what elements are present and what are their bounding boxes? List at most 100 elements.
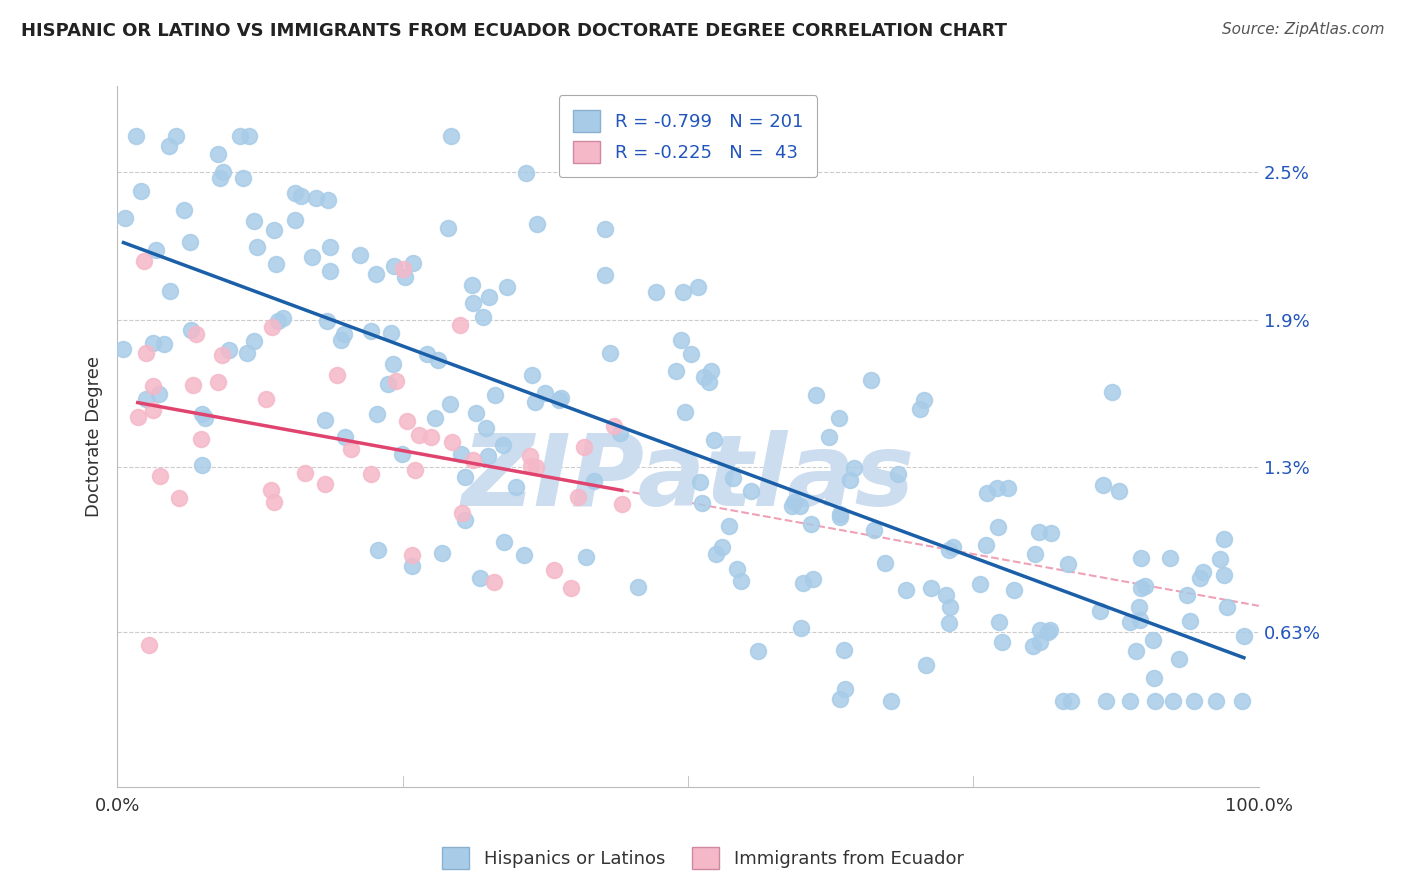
Point — [526, 217, 548, 231]
Point — [595, 268, 617, 282]
Point — [828, 410, 851, 425]
Point — [1101, 384, 1123, 399]
Point — [1029, 635, 1052, 649]
Point — [229, 128, 252, 143]
Point — [693, 370, 716, 384]
Point — [319, 264, 342, 278]
Point — [148, 386, 170, 401]
Point — [290, 188, 312, 202]
Point — [533, 385, 555, 400]
Point — [832, 643, 855, 657]
Point — [627, 580, 650, 594]
Point — [1213, 532, 1236, 546]
Point — [394, 270, 416, 285]
Point — [681, 347, 703, 361]
Point — [1215, 600, 1237, 615]
Point — [450, 447, 472, 461]
Point — [245, 240, 267, 254]
Point — [364, 267, 387, 281]
Point — [894, 582, 917, 597]
Point — [1091, 478, 1114, 492]
Point — [454, 469, 477, 483]
Point — [1205, 694, 1227, 708]
Point — [260, 319, 283, 334]
Point — [360, 324, 382, 338]
Point — [1159, 550, 1181, 565]
Legend: Hispanics or Latinos, Immigrants from Ecuador: Hispanics or Latinos, Immigrants from Ec… — [433, 838, 973, 879]
Point — [862, 523, 884, 537]
Point — [710, 540, 733, 554]
Point — [986, 481, 1008, 495]
Point — [747, 644, 769, 658]
Point — [987, 519, 1010, 533]
Point — [801, 572, 824, 586]
Point — [942, 540, 965, 554]
Point — [524, 395, 547, 409]
Point — [1125, 644, 1147, 658]
Point — [440, 128, 463, 143]
Point — [142, 403, 165, 417]
Point — [1028, 525, 1050, 540]
Point — [1056, 558, 1078, 572]
Point — [211, 348, 233, 362]
Point — [1119, 615, 1142, 630]
Point — [484, 388, 506, 402]
Point — [524, 459, 547, 474]
Point — [461, 278, 484, 293]
Point — [567, 490, 589, 504]
Point — [194, 411, 217, 425]
Point — [603, 418, 626, 433]
Point — [572, 440, 595, 454]
Point — [880, 694, 903, 708]
Point — [416, 347, 439, 361]
Point — [725, 562, 748, 576]
Point — [997, 481, 1019, 495]
Point — [432, 546, 454, 560]
Point — [267, 314, 290, 328]
Point — [1128, 599, 1150, 614]
Point — [263, 223, 285, 237]
Point — [1133, 579, 1156, 593]
Point — [209, 170, 232, 185]
Point — [449, 318, 471, 333]
Point — [333, 326, 356, 341]
Point — [789, 499, 811, 513]
Point — [1191, 566, 1213, 580]
Point — [212, 165, 235, 179]
Point — [494, 535, 516, 549]
Point — [938, 543, 960, 558]
Point — [314, 477, 336, 491]
Point — [939, 599, 962, 614]
Point — [912, 393, 935, 408]
Point — [129, 184, 152, 198]
Point — [780, 499, 803, 513]
Point — [519, 449, 541, 463]
Point — [935, 589, 957, 603]
Point — [689, 475, 711, 490]
Point — [1233, 629, 1256, 643]
Point — [887, 467, 910, 482]
Point — [461, 296, 484, 310]
Point — [360, 467, 382, 482]
Point — [721, 471, 744, 485]
Point — [938, 615, 960, 630]
Point — [830, 510, 852, 524]
Point — [1119, 694, 1142, 708]
Point — [800, 517, 823, 532]
Point — [450, 506, 472, 520]
Point — [437, 220, 460, 235]
Point — [315, 314, 337, 328]
Point — [149, 469, 172, 483]
Text: ZIPatlas: ZIPatlas — [461, 430, 914, 527]
Point — [453, 513, 475, 527]
Point — [461, 453, 484, 467]
Point — [1036, 625, 1059, 640]
Point — [173, 203, 195, 218]
Point — [218, 343, 240, 357]
Point — [645, 285, 668, 300]
Point — [1167, 652, 1189, 666]
Point — [520, 459, 543, 474]
Point — [1161, 694, 1184, 708]
Point — [522, 368, 544, 382]
Point — [405, 463, 427, 477]
